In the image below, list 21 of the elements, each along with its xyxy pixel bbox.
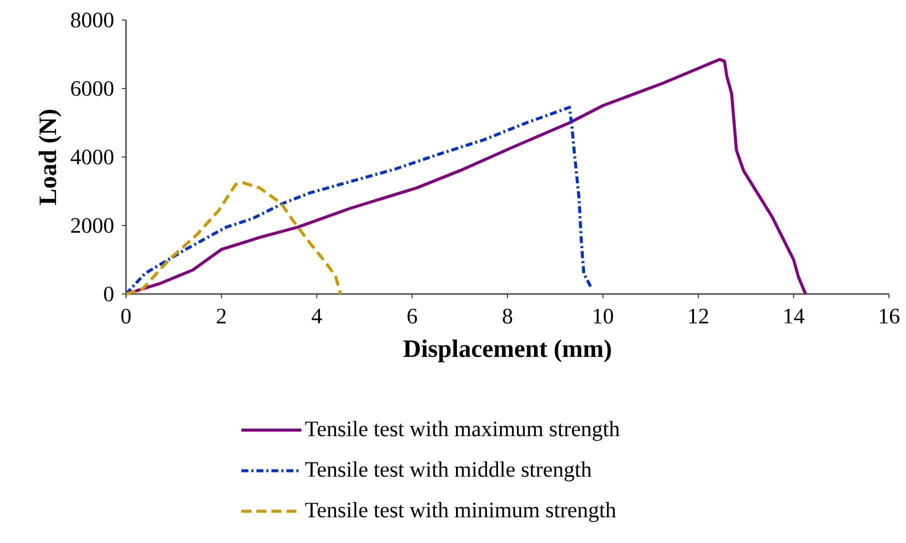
x-tick-label: 10 bbox=[594, 308, 614, 324]
x-tick-label: 14 bbox=[784, 308, 804, 324]
x-tick-label: 6 bbox=[408, 308, 417, 324]
x-tick-label: 4 bbox=[312, 308, 322, 324]
x-axis-title: Displacement (mm) bbox=[403, 340, 611, 362]
legend-label: Tensile test with maximum strength bbox=[305, 420, 620, 441]
y-tick-label: 2000 bbox=[71, 218, 114, 233]
legend-label: Tensile test with middle strength bbox=[305, 461, 592, 482]
x-tick-label: 16 bbox=[880, 308, 900, 324]
y-axis-title: Load (N) bbox=[38, 110, 62, 205]
line-series bbox=[124, 181, 342, 296]
x-tick-label: 8 bbox=[502, 308, 512, 324]
legend-label: Tensile test with minimum strength bbox=[305, 502, 616, 522]
y-tick-label: 8000 bbox=[71, 12, 114, 28]
x-tick-label: 12 bbox=[689, 308, 708, 324]
line-series bbox=[124, 106, 592, 296]
y-tick-label: 6000 bbox=[71, 81, 114, 96]
x-tick-label: 0 bbox=[121, 308, 131, 324]
y-tick-label: 0 bbox=[104, 286, 114, 302]
y-tick-label: 4000 bbox=[70, 150, 114, 164]
x-tick-label: 2 bbox=[216, 308, 226, 324]
